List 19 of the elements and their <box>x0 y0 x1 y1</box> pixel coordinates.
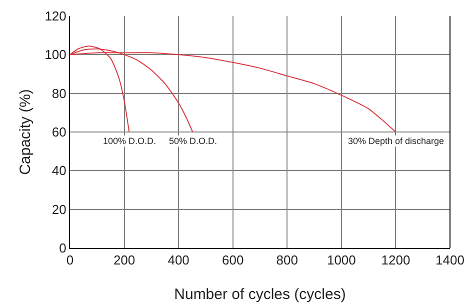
x-tick-label: 1200 <box>381 252 410 268</box>
y-tick-label: 60 <box>52 124 66 140</box>
y-tick-label: 0 <box>59 240 66 256</box>
y-tick-label: 40 <box>52 163 66 178</box>
x-tick-label: 1000 <box>326 252 356 268</box>
y-tick-label: 120 <box>44 8 66 24</box>
annotation: 100% D.O.D. <box>103 136 156 146</box>
annotation: 50% D.O.D. <box>169 136 218 146</box>
y-tick-label: 20 <box>52 202 66 217</box>
x-axis-title: Number of cycles (cycles) <box>174 286 346 303</box>
x-tick-label: 1400 <box>436 252 464 268</box>
x-tick-label: 600 <box>222 252 244 268</box>
x-tick-label: 400 <box>168 252 190 268</box>
annotation: 30% Depth of discharge <box>348 136 444 146</box>
y-axis-title: Capacity (%) <box>17 89 34 175</box>
y-tick-label: 100 <box>44 47 66 62</box>
x-tick-label: 200 <box>113 252 136 268</box>
y-tick-label: 80 <box>52 86 66 101</box>
x-tick-label: 800 <box>276 252 298 268</box>
